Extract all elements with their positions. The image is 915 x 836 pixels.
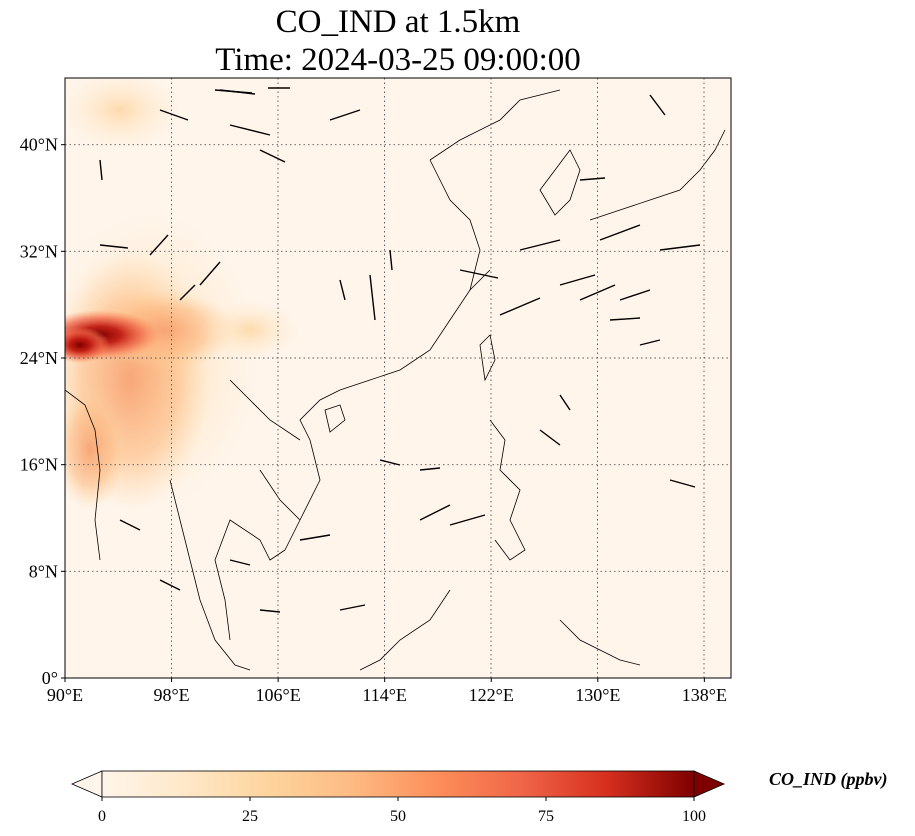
- map-title-time: Time: 2024-03-25 09:00:00: [215, 42, 581, 78]
- lat-tick-label: 24°N: [20, 348, 58, 368]
- lon-tick-label: 130°E: [575, 685, 620, 705]
- colorbar-tick-label: 25: [242, 808, 258, 825]
- colorbar-tick-label: 50: [390, 808, 406, 825]
- colorbar-gradient: [101, 770, 695, 798]
- lat-tick-label: 0°: [42, 668, 58, 688]
- lon-tick-label: 98°E: [153, 685, 189, 705]
- lon-tick-label: 114°E: [362, 685, 407, 705]
- colorbar-tick-label: 75: [538, 808, 554, 825]
- map-title-variable: CO_IND at 1.5km: [275, 4, 521, 40]
- lon-tick-label: 138°E: [682, 685, 727, 705]
- colorbar: 0 25 50 75 100: [70, 770, 726, 825]
- colorbar-label: CO_IND (ppbv): [769, 769, 888, 789]
- lat-tick-label: 40°N: [20, 135, 58, 155]
- lat-tick-label: 32°N: [20, 241, 58, 261]
- lon-tick-label: 122°E: [469, 685, 514, 705]
- lat-tick-label: 8°N: [29, 561, 58, 581]
- wind-vectors: [99, 87, 701, 613]
- coastlines: [65, 89, 726, 671]
- lon-tick-label: 90°E: [47, 685, 83, 705]
- map-frame: [64, 77, 732, 679]
- colorbar-tick-label: 100: [682, 808, 706, 825]
- lat-ticks: 0° 8°N 16°N 24°N 32°N 40°N: [20, 135, 65, 688]
- colorbar-tick-label: 0: [98, 808, 106, 825]
- colorbar-extend-max: [693, 770, 726, 798]
- lat-tick-label: 16°N: [20, 455, 58, 475]
- lon-ticks: 90°E 98°E 106°E 114°E 122°E 130°E 138°E: [47, 678, 727, 705]
- co-concentration-field: [65, 78, 300, 510]
- colorbar-extend-min: [70, 770, 103, 798]
- lon-tick-label: 106°E: [256, 685, 301, 705]
